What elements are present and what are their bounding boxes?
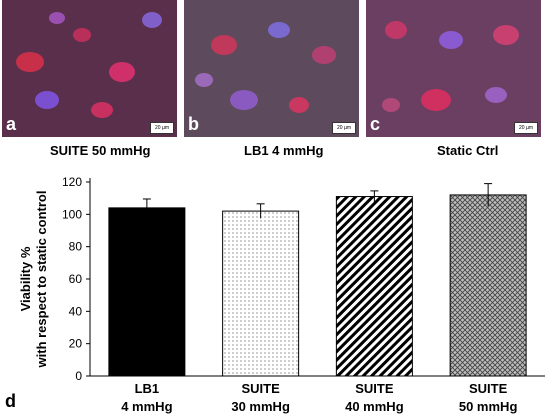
x-tick-label: 50 mmHg <box>459 399 518 414</box>
scale-bar-a: 20 µm <box>150 122 174 134</box>
y-tick-label: 80 <box>69 240 83 254</box>
panel-letter-a: a <box>6 114 17 134</box>
viability-bar-chart: 0 20 40 60 80 100 120 Viability % with respect t… <box>18 175 545 414</box>
micrograph-b: b 20 µm <box>184 0 359 137</box>
scale-bar-b: 20 µm <box>332 122 356 134</box>
x-tick-label: SUITE <box>241 381 280 396</box>
y-tick-label: 120 <box>62 175 82 189</box>
x-tick-label: SUITE <box>469 381 508 396</box>
y-axis-label: Viability % <box>18 246 33 311</box>
micrograph-c-image <box>366 0 541 137</box>
y-tick-label: 100 <box>62 207 82 221</box>
x-tick-label: SUITE <box>355 381 394 396</box>
y-axis-label: with respect to static control <box>34 191 49 369</box>
bar <box>222 210 300 377</box>
caption-c: Static Ctrl <box>437 143 499 158</box>
y-tick-label: 60 <box>69 272 83 286</box>
y-tick-label: 40 <box>69 304 83 318</box>
bar <box>335 196 413 377</box>
panel-letter-d: d <box>5 391 16 411</box>
micrograph-a: a 20 µm <box>2 0 177 137</box>
caption-b: LB1 4 mmHg <box>244 143 324 158</box>
bar <box>449 194 527 377</box>
x-tick-label: LB1 <box>135 381 160 396</box>
micrograph-b-image <box>184 0 359 137</box>
x-tick-label: 40 mmHg <box>345 399 404 414</box>
panel-letter-c: c <box>370 114 381 134</box>
panel-letter-b: b <box>188 114 199 134</box>
scale-bar-c: 20 µm <box>514 122 538 134</box>
y-tick-label: 20 <box>69 337 83 351</box>
y-tick-label: 0 <box>75 369 82 383</box>
micrograph-a-image <box>2 0 177 137</box>
x-tick-label: 4 mmHg <box>121 399 172 414</box>
caption-a: SUITE 50 mmHg <box>50 143 151 158</box>
micrograph-c: c 20 µm <box>366 0 541 137</box>
bar <box>108 207 186 377</box>
x-tick-label: 30 mmHg <box>231 399 290 414</box>
